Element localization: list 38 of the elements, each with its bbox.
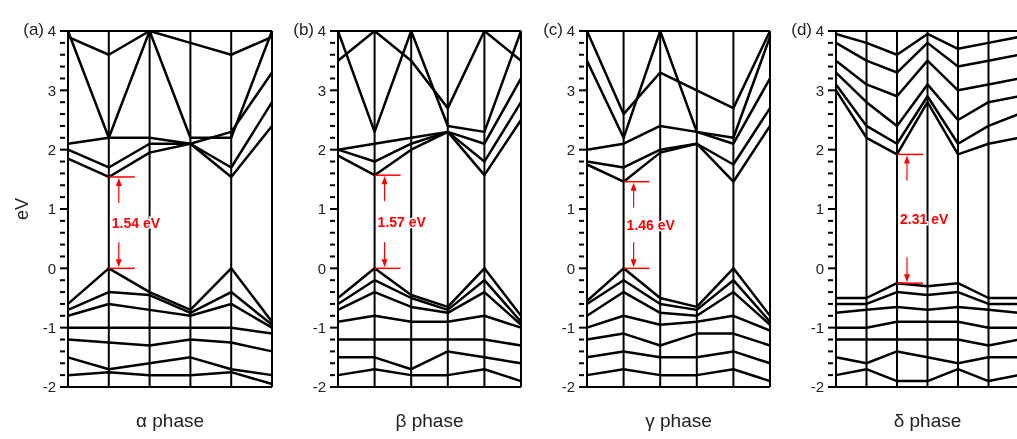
y-tick-label: -1: [312, 318, 326, 336]
y-tick-label: 3: [47, 81, 56, 99]
x-axis-title: γ phase: [645, 410, 712, 431]
y-tick-label: -2: [810, 378, 824, 396]
y-tick-label: 2: [47, 140, 56, 158]
x-axis-title: β phase: [395, 410, 464, 431]
y-tick-label: -1: [810, 318, 824, 336]
chart-title: (d): [791, 19, 812, 39]
y-tick-label: 3: [815, 81, 824, 99]
y-tick-label: 2: [815, 140, 824, 158]
y-tick-label: 4: [317, 22, 326, 40]
y-tick-label: 0: [566, 259, 575, 277]
y-tick-label: 4: [566, 22, 575, 40]
y-tick-label: 0: [317, 259, 326, 277]
y-tick-label: 3: [566, 81, 575, 99]
y-tick-label: 1: [566, 200, 575, 218]
y-tick-label: 4: [47, 22, 56, 40]
y-tick-label: -1: [561, 318, 575, 336]
y-tick-label: 2: [317, 140, 326, 158]
y-tick-label: 1: [317, 200, 326, 218]
chart-title: (c): [543, 19, 563, 39]
y-tick-label: 0: [47, 259, 56, 277]
y-tick-label: 1: [815, 200, 824, 218]
annotation: 2.31 eV: [900, 210, 949, 227]
y-tick-label: -2: [312, 378, 326, 396]
x-axis-title: α phase: [135, 410, 205, 431]
y-tick-label: 0: [815, 259, 824, 277]
y-axis-title: eV: [12, 197, 33, 221]
y-tick-label: -1: [42, 318, 56, 336]
chart-title: (a): [23, 19, 44, 39]
y-tick-label: 3: [317, 81, 326, 99]
y-tick-label: 2: [566, 140, 575, 158]
y-tick-label: -2: [42, 378, 56, 396]
y-tick-label: 4: [815, 22, 824, 40]
y-tick-label: -2: [561, 378, 575, 396]
y-tick-label: 1: [47, 200, 56, 218]
x-axis-title: δ phase: [893, 410, 962, 431]
chart-title: (b): [293, 19, 314, 39]
